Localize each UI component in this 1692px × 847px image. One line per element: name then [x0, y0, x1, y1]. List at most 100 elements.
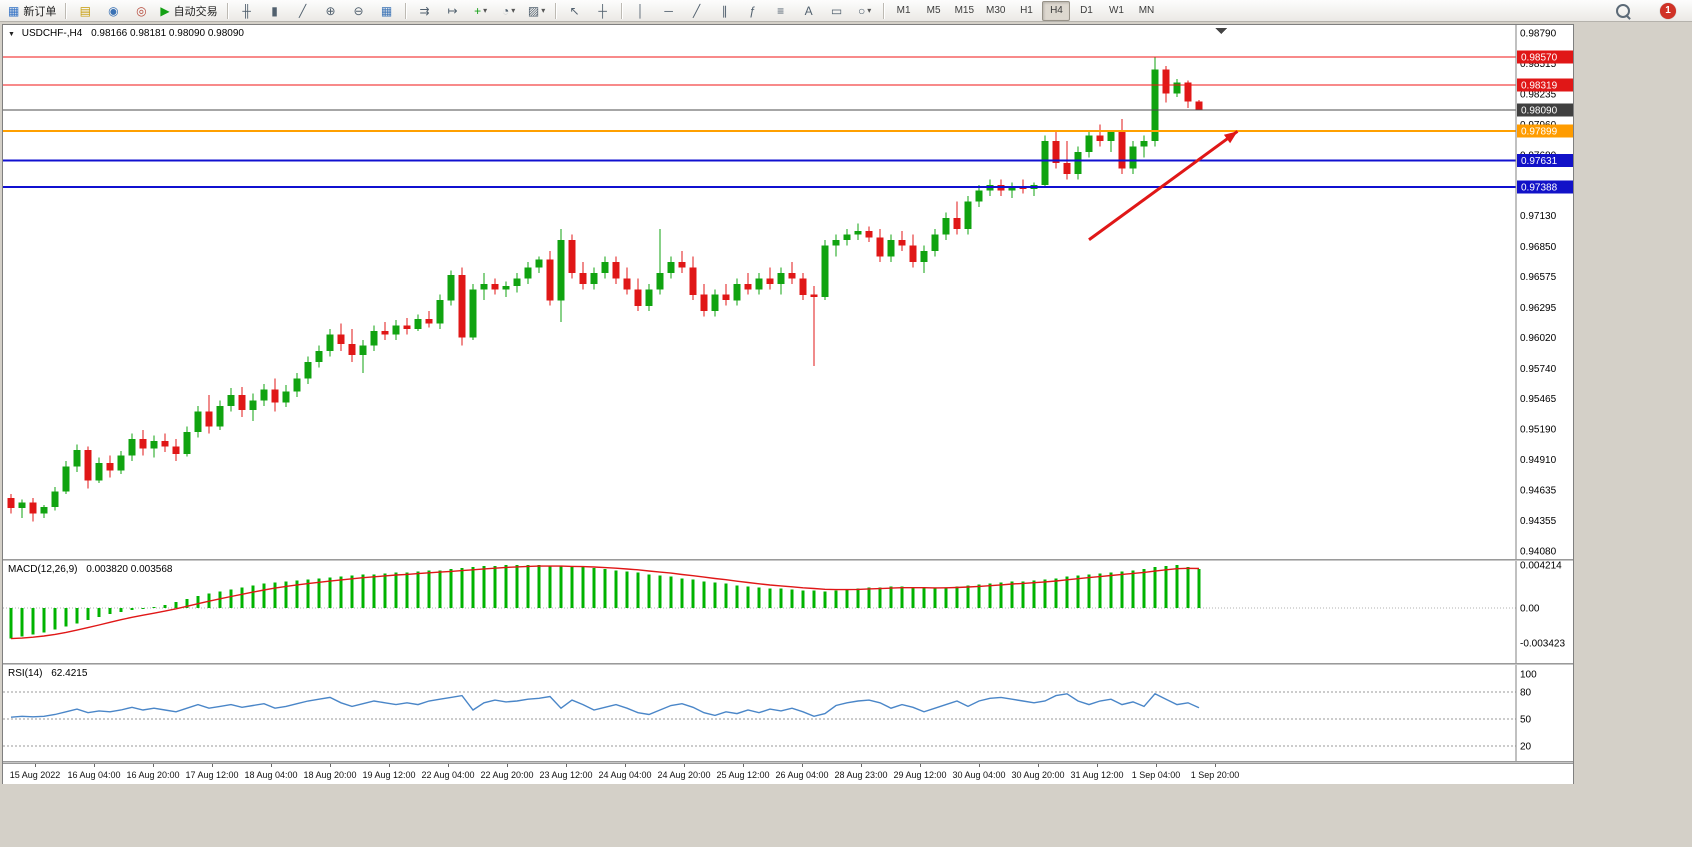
channel-button[interactable]: ∥	[712, 1, 738, 21]
trendline-button[interactable]: ╱	[684, 1, 710, 21]
svg-text:0.98090: 0.98090	[1521, 106, 1558, 117]
horizontal-line-icon: ─	[664, 3, 673, 18]
macd-name: MACD(12,26,9)	[8, 564, 78, 575]
timeframe-d1[interactable]: D1	[1080, 5, 1093, 16]
timeframe-h4[interactable]: H4	[1042, 0, 1071, 21]
time-label: 22 Aug 20:00	[480, 770, 534, 780]
chart-shift-button[interactable]: ↦	[440, 1, 466, 21]
autotrading-button[interactable]: ▶ 自动交易	[156, 1, 221, 21]
time-label: 1 Sep 04:00	[1131, 770, 1181, 780]
trendline-icon: ╱	[692, 3, 701, 18]
vertical-line-button[interactable]: │	[628, 1, 654, 21]
time-label: 29 Aug 12:00	[893, 770, 947, 780]
ohlc-values: 0.98166 0.98181 0.98090 0.98090	[91, 28, 244, 39]
trend-arrow[interactable]	[1088, 130, 1239, 241]
periods-button[interactable]: ◔ ▾	[496, 1, 522, 21]
time-tick	[861, 764, 862, 767]
new-order-button[interactable]: ▦ 新订单	[4, 1, 60, 21]
zoom-out-button[interactable]: ⊖	[346, 1, 372, 21]
timeframe-mn[interactable]: MN	[1138, 5, 1155, 16]
line-chart-button[interactable]: ╱	[290, 1, 316, 21]
panel-splitter[interactable]	[3, 761, 1573, 763]
toolbar: ▦ 新订单 ▤ ◉ ◎ ▶ 自动交易 ╫ ▮ ╱ ⊕ ⊖ ▦ ⇉ ↦ + ▾ ◔ ▾ ▨ ▾ ↖ ┼ │ ─ ╱ ∥ ƒ ≡ A ▭ ○ ▾ M…	[0, 0, 1692, 22]
timeframe-m1[interactable]: M1	[896, 5, 911, 16]
timeframe-m30[interactable]: M30	[986, 5, 1006, 16]
terminal-button[interactable]: ◎	[128, 1, 154, 21]
toolbar-right: 1	[1616, 2, 1676, 19]
chart-shift-marker[interactable]	[1215, 28, 1227, 34]
zoom-in-icon: ⊕	[325, 3, 336, 18]
collapse-icon[interactable]: ▼	[8, 31, 15, 38]
toolbar-groups: ▦ 新订单 ▤ ◉ ◎ ▶ 自动交易 ╫ ▮ ╱ ⊕ ⊖ ▦ ⇉ ↦ + ▾ ◔ ▾ ▨ ▾ ↖ ┼ │ ─ ╱ ∥ ƒ ≡ A ▭ ○ ▾	[3, 0, 889, 22]
autotrading-icon: ▶	[160, 3, 170, 18]
search-icon[interactable]	[1616, 3, 1630, 18]
auto-scroll-button[interactable]: ⇉	[412, 1, 438, 21]
price-tick-label: 0.98235	[1520, 90, 1557, 101]
price-axis[interactable]	[1515, 25, 1573, 761]
cursor-icon: ↖	[569, 3, 580, 18]
timeframe-w1[interactable]: W1	[1108, 5, 1124, 16]
shapes-button[interactable]: ○ ▾	[852, 1, 878, 21]
templates-button[interactable]: ▨ ▾	[524, 1, 550, 21]
timeframe-group: M1 M5 M15 M30 H1 H4 D1 W1 MN	[889, 0, 1162, 22]
price-tick-label: 0.96295	[1520, 303, 1557, 314]
time-tick	[507, 764, 508, 767]
price-tick-label: 0.96850	[1520, 242, 1557, 253]
text-label-button[interactable]: ▭	[824, 1, 850, 21]
templates-icon: ▨	[527, 3, 540, 18]
svg-text:0.97388: 0.97388	[1521, 183, 1558, 194]
main-chart[interactable]: 0.987900.985150.982350.979600.976800.974…	[3, 25, 1573, 559]
svg-text:0.97631: 0.97631	[1521, 156, 1558, 167]
time-axis[interactable]: 15 Aug 2022 16 Aug 04:00 16 Aug 20:00 17 Au…	[3, 763, 1573, 784]
panel-splitter[interactable]	[3, 559, 1573, 561]
time-tick	[920, 764, 921, 767]
cycle-lines-button[interactable]: ≡	[768, 1, 794, 21]
time-label: 24 Aug 20:00	[657, 770, 711, 780]
fibonacci-button[interactable]: ƒ	[740, 1, 766, 21]
text-button[interactable]: A	[796, 1, 822, 21]
terminal-icon: ◎	[136, 3, 147, 18]
horizontal-line-button[interactable]: ─	[656, 1, 682, 21]
price-tick-label: 0.96575	[1520, 272, 1557, 283]
autotrading-button-label: 自动交易	[173, 5, 218, 18]
time-label: 31 Aug 12:00	[1070, 770, 1124, 780]
indicators-icon: +	[474, 3, 482, 18]
fibonacci-icon: ƒ	[749, 3, 756, 18]
timeframe-m15[interactable]: M15	[954, 5, 975, 16]
panel-splitter[interactable]	[3, 663, 1573, 665]
time-tick	[684, 764, 685, 767]
price-badge-0.97899: 0.97899	[1517, 124, 1573, 138]
rsi-panel[interactable]: 100 80 50 20	[3, 665, 1573, 761]
cursor-button[interactable]: ↖	[562, 1, 588, 21]
notification-badge[interactable]: 1	[1660, 2, 1676, 19]
macd-panel[interactable]: 0.004214 0.00 -0.003423	[3, 561, 1573, 663]
time-tick	[743, 764, 744, 767]
time-label: 22 Aug 04:00	[421, 770, 475, 780]
crosshair-button[interactable]: ┼	[590, 1, 616, 21]
timeframe-m5[interactable]: M5	[926, 5, 941, 16]
market-watch-button[interactable]: ▤	[72, 1, 98, 21]
indicators-button[interactable]: + ▾	[468, 1, 494, 21]
market-watch-icon: ▤	[79, 3, 92, 18]
time-label: 16 Aug 04:00	[67, 770, 121, 780]
candlestick-chart-button[interactable]: ▮	[262, 1, 288, 21]
timeframe-h1[interactable]: H1	[1020, 5, 1033, 16]
time-tick	[389, 764, 390, 767]
macd-tick-label: -0.003423	[1520, 638, 1565, 649]
chart-shift-icon: ↦	[447, 3, 458, 18]
svg-text:0.98319: 0.98319	[1521, 80, 1558, 91]
chevron-down-icon: ▾	[483, 6, 488, 15]
macd-histogram	[9, 565, 1201, 639]
zoom-in-button[interactable]: ⊕	[318, 1, 344, 21]
time-tick	[94, 764, 95, 767]
bar-chart-icon: ╫	[242, 3, 251, 18]
tile-windows-button[interactable]: ▦	[374, 1, 400, 21]
navigator-icon: ◉	[108, 3, 119, 18]
time-tick	[448, 764, 449, 767]
toolbar-separator	[620, 2, 623, 19]
chart-title: ▼ USDCHF-,H4 0.98166 0.98181 0.98090 0.9…	[8, 28, 244, 39]
bar-chart-button[interactable]: ╫	[234, 1, 260, 21]
navigator-button[interactable]: ◉	[100, 1, 126, 21]
macd-label: MACD(12,26,9) 0.003820 0.003568	[8, 564, 172, 575]
price-tick-label: 0.95190	[1520, 424, 1557, 435]
